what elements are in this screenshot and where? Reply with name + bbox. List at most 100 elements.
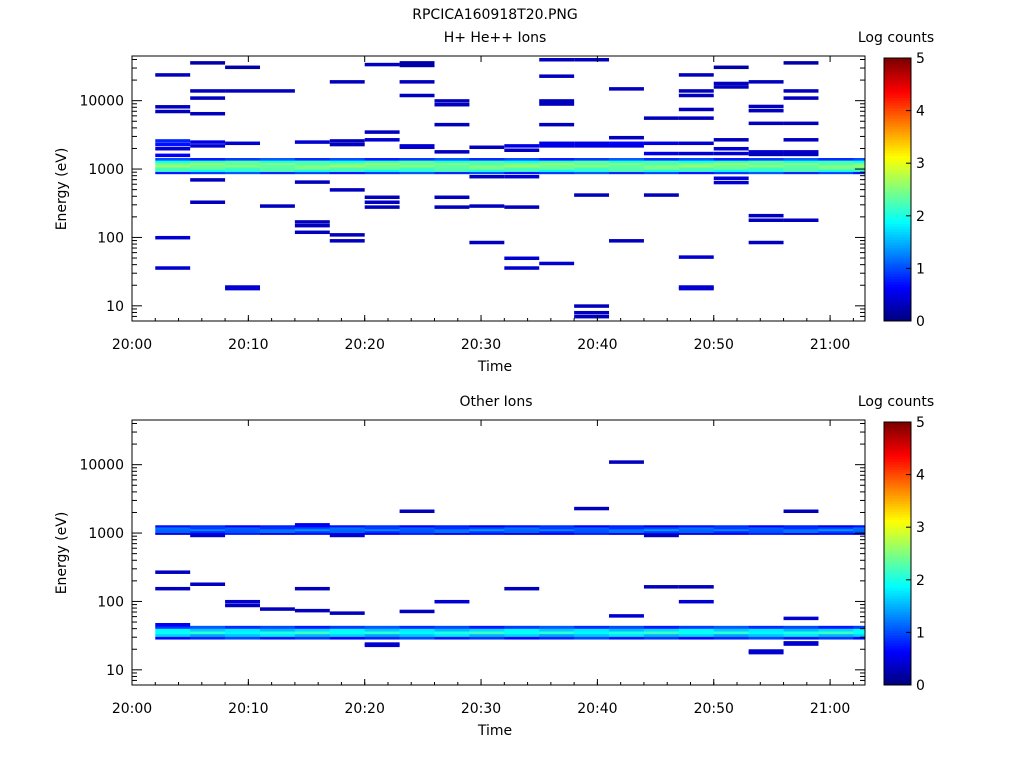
colorbar-swatch: [884, 532, 911, 536]
heatmap-cell: [713, 85, 749, 89]
colorbar-swatch: [884, 650, 911, 654]
heatmap-band-cell: [259, 631, 296, 635]
heatmap-band-cell: [818, 171, 854, 175]
colorbar-swatch: [884, 427, 911, 431]
heatmap-band-cell: [434, 158, 470, 161]
heatmap-band-cell: [225, 530, 261, 534]
heatmap-band-cell: [678, 167, 715, 170]
colorbar-swatch: [884, 648, 911, 652]
colorbar-swatch: [884, 134, 911, 138]
heatmap-band-cell: [259, 167, 296, 170]
heatmap-cell: [504, 266, 540, 270]
heatmap-cell: [748, 80, 784, 84]
heatmap-band-cell: [469, 527, 505, 530]
colorbar-swatch: [884, 569, 911, 573]
heatmap-cell: [574, 193, 610, 197]
heatmap-cell: [539, 122, 575, 127]
heatmap-band-cell: [818, 169, 854, 172]
colorbar-swatch: [884, 490, 911, 494]
colorbar-swatch: [884, 495, 911, 499]
heatmap-band-cell: [609, 636, 645, 640]
heatmap-band-cell: [574, 633, 610, 637]
colorbar-swatch: [884, 150, 911, 154]
colorbar-swatch: [884, 271, 911, 275]
heatmap-band-cell: [225, 167, 261, 170]
heatmap-band-cell: [504, 625, 540, 629]
heatmap-band-cell: [364, 160, 400, 163]
colorbar-swatch: [884, 60, 911, 64]
colorbar-tick-label: 5: [916, 415, 925, 431]
heatmap-cell: [225, 599, 260, 604]
heatmap-cell: [225, 603, 260, 608]
colorbar-swatch: [884, 305, 911, 309]
colorbar-swatch: [884, 642, 911, 647]
heatmap-band-cell: [818, 625, 854, 629]
colorbar-swatch: [884, 318, 911, 322]
colorbar-swatch: [884, 432, 911, 436]
heatmap-band-cell: [190, 167, 226, 170]
colorbar-swatch: [884, 71, 911, 75]
heatmap-cell: [678, 116, 714, 120]
heatmap-band-cell: [364, 169, 400, 172]
colorbar-swatch: [884, 508, 911, 512]
heatmap-cell: [434, 150, 470, 154]
heatmap-band-cell: [609, 171, 645, 175]
colorbar-swatch: [884, 210, 911, 214]
heatmap-cell: [399, 145, 435, 150]
colorbar-swatch: [884, 548, 911, 552]
heatmap-cell: [155, 235, 191, 240]
heatmap-band-cell: [259, 164, 296, 168]
colorbar-swatch: [884, 464, 911, 468]
heatmap-band-cell: [609, 631, 645, 635]
heatmap-band-cell: [225, 528, 261, 532]
heatmap-band-cell: [713, 631, 749, 635]
colorbar-swatch: [884, 558, 911, 562]
heatmap-band-cell: [853, 160, 866, 163]
heatmap-band-cell: [853, 164, 866, 168]
heatmap-band-cell: [294, 167, 331, 170]
heatmap-cell: [574, 141, 610, 146]
colorbar-swatch: [884, 286, 911, 290]
heatmap-band-cell: [539, 527, 575, 530]
heatmap-band-cell: [155, 167, 191, 170]
colorbar-swatch: [884, 173, 911, 177]
heatmap-band-cell: [574, 162, 610, 166]
colorbar-swatch: [884, 506, 911, 510]
heatmap-cell: [399, 80, 435, 84]
heatmap-band-cell: [329, 631, 365, 635]
heatmap-band-cell: [399, 527, 435, 530]
heatmap-cell: [294, 140, 330, 144]
panel-title: Other Ions: [459, 394, 532, 410]
colorbar-swatch: [884, 181, 911, 185]
heatmap-band-cell: [225, 160, 261, 163]
heatmap-cell: [539, 144, 575, 148]
heatmap-cell: [294, 220, 330, 224]
heatmap-band-cell: [818, 164, 854, 168]
heatmap-band-cell: [434, 525, 470, 528]
heatmap-band-cell: [574, 169, 610, 172]
heatmap-band-cell: [399, 171, 435, 175]
heatmap-band-cell: [155, 160, 191, 163]
colorbar-swatch: [884, 234, 911, 238]
heatmap-band-cell: [748, 636, 784, 640]
heatmap-band-cell: [678, 164, 715, 168]
heatmap-cell: [539, 261, 575, 266]
y-tick-label: 100: [97, 594, 124, 610]
heatmap-band-cell: [643, 158, 680, 161]
heatmap-band-cell: [155, 528, 191, 532]
heatmap-band-cell: [643, 528, 680, 532]
heatmap-cell: [539, 57, 575, 62]
y-tick-label: 10: [106, 663, 124, 679]
panel-h-he-ions: H+ He++ Ions 20:00 20:10 20:20 20:30 20:40 20…: [54, 30, 934, 375]
heatmap-cell: [748, 104, 784, 109]
colorbar-swatch: [884, 456, 911, 460]
colorbar-swatch: [884, 139, 911, 143]
colorbar-swatch: [884, 92, 911, 96]
heatmap-band-cell: [783, 171, 819, 175]
y-tick-label: 100: [97, 230, 124, 246]
colorbar-tick-label: 2: [916, 209, 925, 225]
heatmap-cell: [643, 116, 679, 120]
heatmap-band-cell: [539, 164, 575, 168]
colorbar-swatch: [884, 89, 911, 93]
colorbar-tick-label: 1: [916, 261, 925, 277]
